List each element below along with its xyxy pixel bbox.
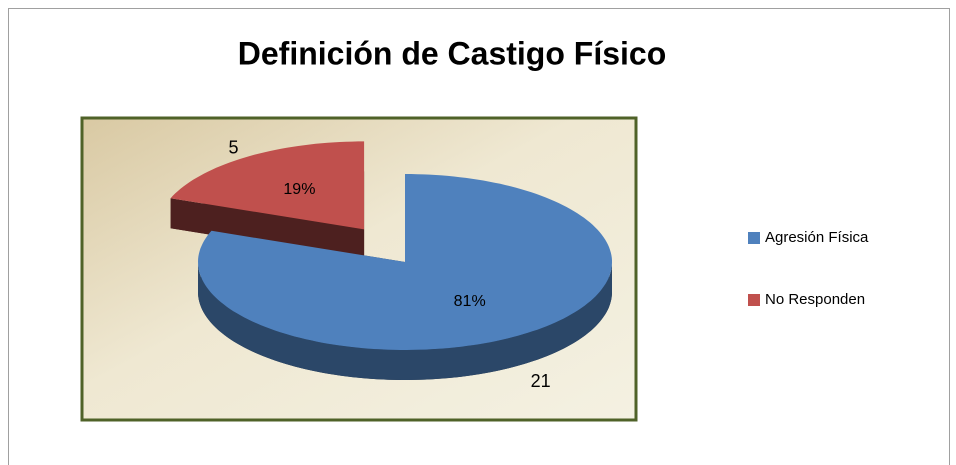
percentage-label: 19% [283, 181, 315, 198]
data-label: 5 [228, 138, 238, 158]
legend-label: Agresión Física [765, 229, 869, 246]
chart-title: Definición de Castigo Físico [238, 35, 667, 71]
data-label: 21 [531, 371, 551, 391]
legend-swatch [748, 232, 760, 244]
slice [198, 174, 612, 350]
percentage-label: 81% [454, 293, 486, 310]
slice-side [170, 198, 365, 260]
legend-label: No Responden [765, 291, 865, 308]
slice [170, 141, 365, 230]
legend: Agresión Física No Responden [748, 229, 869, 308]
pie: 81% 21 19% 5 [170, 138, 612, 391]
slice-side [198, 262, 612, 380]
legend-swatch [748, 294, 760, 306]
